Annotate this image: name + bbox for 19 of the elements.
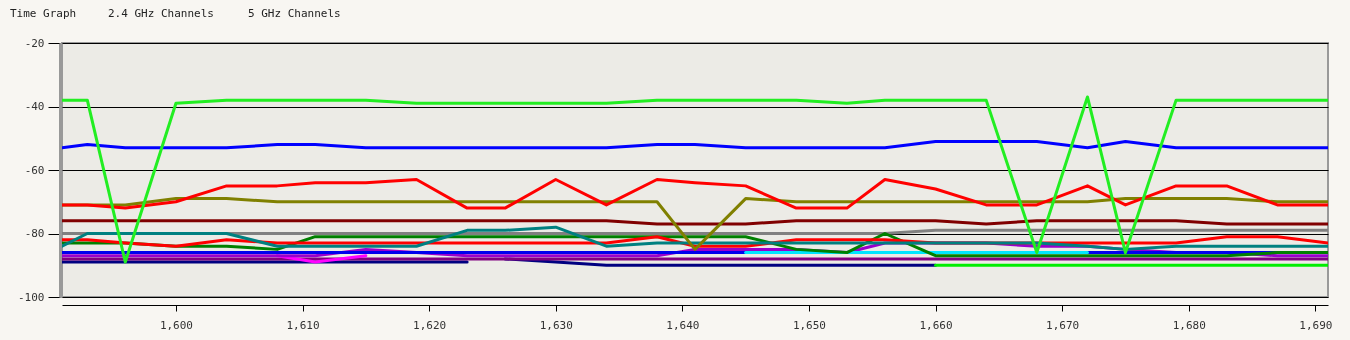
x-tick-label: 1,690 <box>1299 318 1333 332</box>
y-tick-label: -60 <box>24 163 45 177</box>
x-tick-label: 1,680 <box>1172 318 1206 332</box>
x-tick-label: 1,600 <box>159 318 193 332</box>
x-tick-label: 1,650 <box>792 318 826 332</box>
text: 2.4 GHz Channels <box>108 7 214 20</box>
x-tick-label: 1,630 <box>539 318 573 332</box>
x-tick-label: 1,620 <box>413 318 447 332</box>
line-series <box>62 178 1328 210</box>
x-tick-label: 1,640 <box>666 318 700 332</box>
y-tick-label: -40 <box>24 100 45 113</box>
x-tick-label: 1,670 <box>1046 318 1080 332</box>
x-tick-label: 1,660 <box>919 318 953 332</box>
x-tick-label: 1,610 <box>286 318 320 332</box>
y-tick-label: -80 <box>24 227 45 240</box>
y-tick-label: -20 <box>24 36 45 50</box>
text: 5 GHz Channels <box>248 7 341 20</box>
y-tick-label: -100 <box>18 290 45 304</box>
text: Time Graph <box>10 7 77 20</box>
